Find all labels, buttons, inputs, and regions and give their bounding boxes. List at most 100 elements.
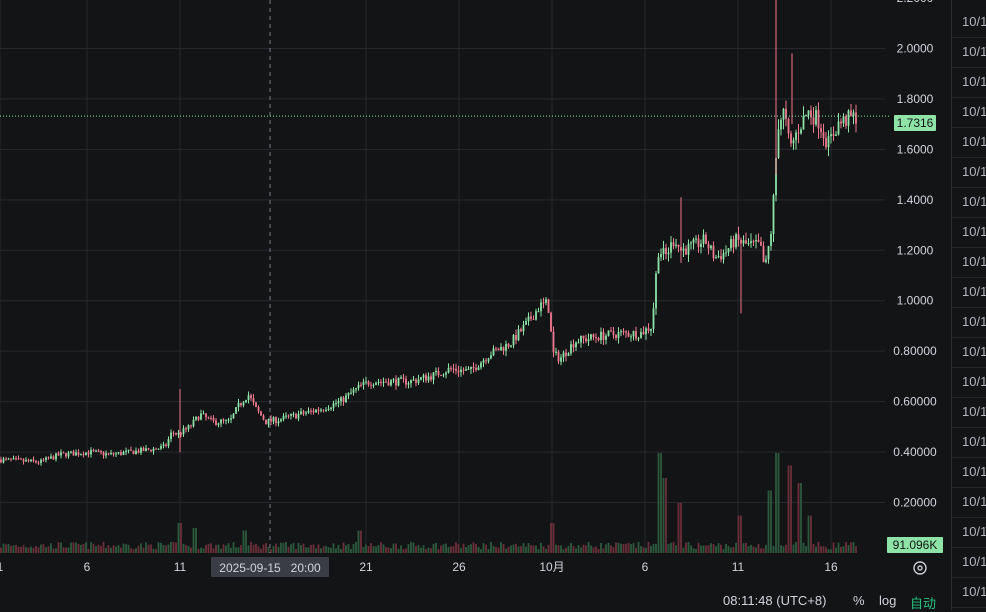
volume-bar [677,503,680,553]
candle-body [675,244,677,246]
side-list-item[interactable]: 10/1 [962,374,986,389]
volume-bar [842,546,845,553]
volume-bar [142,547,145,553]
side-list-item[interactable]: 10/1 [962,554,986,569]
candle-body [632,331,635,337]
candle-body [782,108,785,120]
time-display: 08:11:48 (UTC+8) [723,593,827,608]
candle-body [100,450,102,453]
side-list-item[interactable]: 10/1 [962,254,986,269]
volume-bar [392,543,395,553]
side-list-divider [952,547,986,548]
candle-body [92,450,95,452]
candle-body [205,413,207,418]
side-list-item[interactable]: 10/1 [962,134,986,149]
side-list-item[interactable]: 10/1 [962,194,986,209]
side-list-item[interactable]: 10/1 [962,104,986,119]
volume-bar [647,541,650,553]
candle-body [292,413,295,415]
candle-body [152,448,155,452]
volume-bar [785,544,787,553]
volume-badge: 91.096K [887,537,943,553]
side-list-item[interactable]: 10/1 [962,164,986,179]
volume-bar [520,546,522,553]
candle-body [207,417,210,419]
candle-body [287,415,290,417]
candle-body [472,366,475,368]
candle-body [112,452,115,455]
candle-body [50,456,52,459]
volume-bar [435,542,437,553]
candle-body [367,381,370,385]
volume-bar [20,547,22,553]
volume-bar [840,547,842,553]
candle-body [265,419,267,425]
candle-body [377,382,380,384]
side-list-item[interactable]: 10/1 [962,14,986,29]
side-list-item[interactable]: 10/1 [962,584,986,599]
percent-toggle[interactable]: % [853,593,865,608]
candle-body [425,375,427,381]
side-list-item[interactable]: 10/1 [962,344,986,359]
volume-bar [580,547,582,553]
y-tick-label: 2.2000 [897,0,934,5]
side-list-item[interactable]: 10/1 [962,404,986,419]
volume-bar [232,542,235,553]
candle-body [547,299,550,313]
auto-toggle[interactable]: 自动 [910,596,937,611]
volume-bar [105,547,107,553]
volume-bar [470,544,472,553]
y-tick-label: 1.6000 [897,142,934,156]
volume-bar [265,542,267,553]
side-list-item[interactable]: 10/1 [962,44,986,59]
candle-body [517,329,520,341]
candle-body [527,316,530,322]
volume-bar [72,542,75,553]
candle-body [465,369,467,371]
candle-body [415,379,417,383]
candle-body [690,242,692,244]
side-list-item[interactable]: 10/1 [962,314,986,329]
candle-body [77,452,80,455]
candle-body [830,134,832,137]
volume-bar [175,542,177,553]
side-list-item[interactable]: 10/1 [962,224,986,239]
side-list-item[interactable]: 10/1 [962,494,986,509]
volume-bar [852,542,855,553]
settings-icon[interactable] [910,558,930,578]
volume-bar [310,544,312,553]
candle-body [310,410,312,412]
candle-body [655,273,657,309]
volume-bar [112,545,115,553]
side-list-divider [952,427,986,428]
candle-body [40,459,42,463]
candle-body [590,334,592,340]
side-list-item[interactable]: 10/1 [962,434,986,449]
candle-body [385,381,387,383]
side-list-divider [952,577,986,578]
candle-body [662,247,665,255]
candle-body [492,348,495,356]
volume-bar [657,453,660,553]
volume-bar [747,546,750,553]
price-chart[interactable]: 2.2000 2.0000 1.8000 1.6000 1.4000 1.2000 1.00… [0,0,950,585]
volume-bar [222,544,225,553]
side-list-item[interactable]: 10/1 [962,524,986,539]
side-list-item[interactable]: 10/1 [962,74,986,89]
candle-body [452,368,455,370]
volume-bar [387,547,390,553]
candle-body [370,384,372,386]
side-list-item[interactable]: 10/1 [962,284,986,299]
candle-body [537,311,540,313]
y-axis: 2.2000 2.0000 1.8000 1.6000 1.4000 1.2000 1.00… [893,0,937,510]
volume-bar [290,544,292,553]
candle-body [810,110,812,118]
volume-bar [395,543,397,553]
candle-body [25,460,27,462]
candle-body [710,245,712,249]
log-toggle[interactable]: log [879,593,897,608]
side-list-item[interactable]: 10/1 [962,464,986,479]
volume-bar [532,545,535,553]
candle-body [145,448,147,451]
candle-body [227,419,230,421]
